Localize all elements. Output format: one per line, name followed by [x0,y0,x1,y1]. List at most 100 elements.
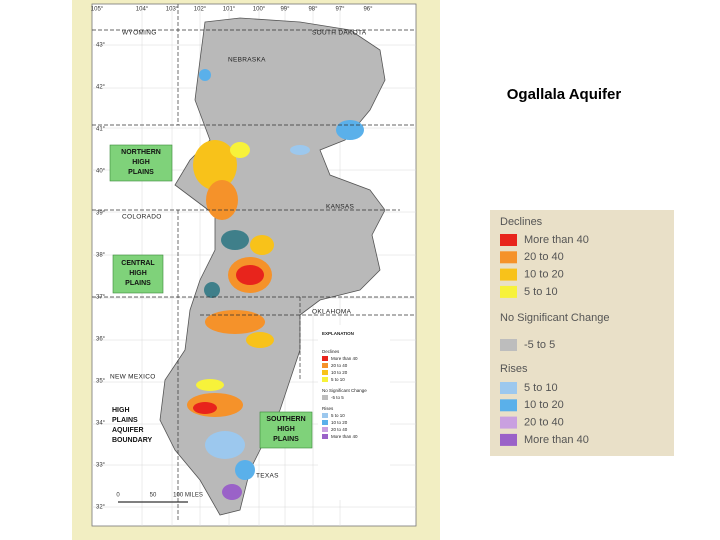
region-label: HIGH [277,426,295,433]
state-label: COLORADO [122,214,162,221]
explanation-heading: No Significant Change [322,388,367,393]
longitude-tick: 105° [91,7,104,13]
region-label: AQUIFER [112,427,144,434]
legend-label: More than 40 [524,234,589,246]
region-box [259,411,313,449]
explanation-title: EXPLANATION [322,331,354,336]
explanation-label: 5 to 10 [331,377,345,382]
region-label: BOUNDARY [112,437,153,444]
explanation-box [318,325,390,500]
region-label: SOUTHERN [266,416,305,423]
slide-title: Ogallala Aquifer [507,86,622,103]
scale-label: 50 [150,493,157,499]
region-label: PLAINS [128,169,154,176]
legend-box [490,210,674,456]
legend-swatch [500,285,517,298]
region-label: NORTHERN [121,149,161,156]
scale-label: 0 [116,493,120,499]
change-patches [187,69,364,500]
legend-swatch [500,382,517,394]
legend-swatch [500,433,517,446]
longitude-tick: 104° [136,7,149,13]
explanation-swatch [322,434,328,439]
latitude-tick: 37° [96,295,106,301]
region-label: HIGH [132,159,150,166]
latitude-tick: 38° [96,253,106,259]
explanation-swatch [322,370,328,375]
region-box [112,254,164,294]
legend-swatch [500,399,517,412]
explanation-label: 10 to 20 [331,420,348,425]
longitude-tick: 103° [166,7,179,13]
legend-swatch [500,416,517,429]
state-label: NEW MEXICO [110,374,156,381]
explanation-label: 20 to 40 [331,427,348,432]
explanation-swatch [322,356,328,361]
latitude-tick: 33° [96,463,106,469]
legend-label: -5 to 5 [524,339,555,351]
explanation-label: 20 to 40 [331,363,348,368]
longitude-tick: 97° [335,7,345,13]
explanation-swatch [322,363,328,368]
explanation-heading: Declines [322,349,340,354]
coordinate-ticks: 105° 104° 103° 102° 101° 100° 99° 98° 97° 96° 43° 4… [91,7,373,511]
region-label: PLAINS [112,417,138,424]
latitude-tick: 32° [96,505,106,511]
region-labels: NORTHERN HIGH PLAINS CENTRAL HIGH PLAINS SOUTH… [112,149,306,444]
region-label: PLAINS [273,436,299,443]
explanation-swatch [322,427,328,432]
legend-heading: No Significant Change [500,312,609,324]
state-label: NEBRASKA [228,57,266,64]
scale-bar: 0 50 100 MILES [116,493,203,503]
legend-swatch [500,339,517,351]
longitude-tick: 96° [363,7,373,13]
explanation-label: 10 to 20 [331,370,348,375]
legend-label: 10 to 20 [524,269,564,281]
legend-heading: Declines [500,216,543,228]
longitude-tick: 99° [280,7,290,13]
latitude-tick: 41° [96,127,106,133]
legend-label: 5 to 10 [524,382,558,394]
longitude-tick: 100° [253,7,266,13]
region-label: CENTRAL [121,260,155,267]
explanation-label: More than 40 [331,356,358,361]
latitude-tick: 34° [96,421,106,427]
legend-swatch [500,234,517,246]
explanation-swatch [322,395,328,400]
explanation-label: -5 to 5 [331,395,344,400]
legend-label: 5 to 10 [524,286,558,298]
region-label: PLAINS [125,280,151,287]
latitude-tick: 40° [96,169,106,175]
latitude-tick: 43° [96,43,106,49]
explanation-heading: Rises [322,406,334,411]
state-label: TEXAS [256,473,279,480]
legend-swatch [500,268,517,281]
longitude-tick: 101° [223,7,236,13]
state-label: WYOMING [122,30,157,37]
state-label: KANSAS [326,204,355,211]
legend-label: 20 to 40 [524,251,564,263]
state-label: SOUTH DAKOTA [312,30,367,37]
longitude-tick: 98° [308,7,318,13]
explanation-swatch [322,420,328,425]
map-explanation: EXPLANATION Declines More than 40 20 to 40 1… [322,331,367,439]
region-label: HIGH [129,270,147,277]
legend-label: More than 40 [524,434,589,446]
longitude-tick: 102° [194,7,207,13]
scale-label: 100 MILES [173,493,203,499]
legend-swatch [500,251,517,264]
explanation-label: More than 40 [331,434,358,439]
explanation-swatch [322,413,328,418]
state-borders [92,4,416,520]
latitude-tick: 39° [96,211,106,217]
legend-heading: Rises [500,363,528,375]
region-label: HIGH [112,407,130,414]
latitude-tick: 36° [96,337,106,343]
latitude-tick: 42° [96,85,106,91]
latitude-tick: 35° [96,379,106,385]
legend-label: 10 to 20 [524,399,564,411]
explanation-swatch [322,377,328,382]
state-label: OKLAHOMA [312,309,352,316]
